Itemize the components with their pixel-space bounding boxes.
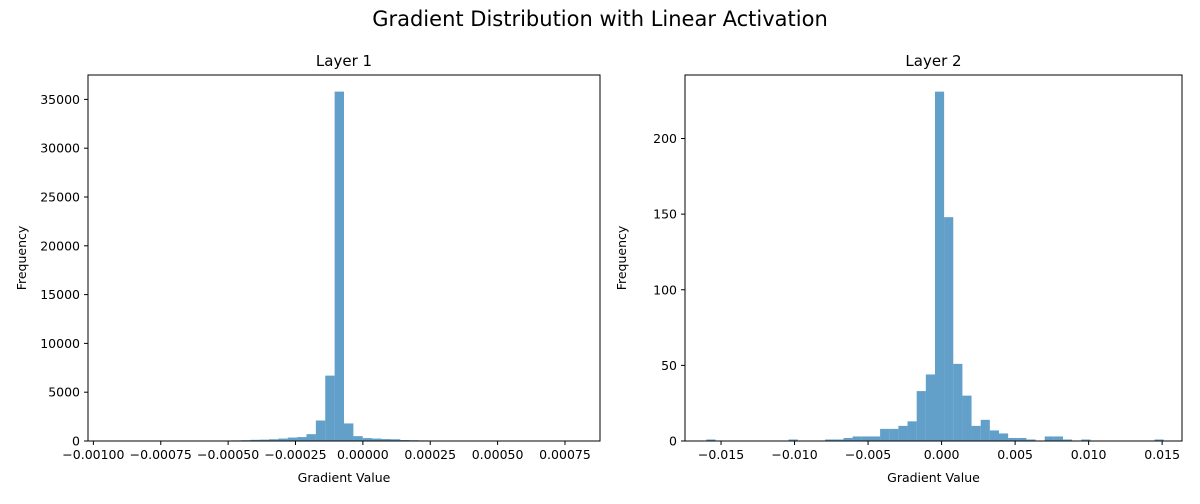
x-axis-label: Gradient Value — [298, 470, 391, 485]
y-tick-label: 150 — [653, 207, 677, 222]
x-tick-label: −0.00025 — [264, 447, 326, 462]
histogram-bar — [981, 420, 990, 441]
histogram-bar — [306, 434, 315, 441]
histogram-bar — [953, 364, 962, 441]
subplot-title: Layer 2 — [905, 52, 961, 70]
histogram-bar — [972, 426, 981, 441]
x-tick-label: 0.000 — [924, 447, 960, 462]
x-tick-label: 0.00050 — [472, 447, 524, 462]
x-axis: −0.015 −0.010 −0.005 0.000 0.005 0.010 0.015 — [698, 441, 1180, 462]
histogram-bar — [871, 436, 880, 441]
x-tick-label: 0.00075 — [539, 447, 591, 462]
x-tick-label: 0.00000 — [337, 447, 389, 462]
histogram-bar — [297, 437, 306, 441]
x-tick-label: 0.010 — [1071, 447, 1107, 462]
histogram-bar — [335, 92, 344, 441]
histogram-bar — [880, 429, 889, 441]
subplot-1: −0.00100 −0.00075 −0.00050 −0.00025 0.00000 0… — [14, 52, 600, 485]
histogram-bar — [999, 433, 1008, 441]
y-axis: 0 5000 10000 15000 20000 25000 30000 35000 — [40, 92, 88, 449]
x-tick-label: −0.010 — [771, 447, 817, 462]
histogram-bar — [325, 376, 334, 441]
y-tick-label: 30000 — [40, 141, 80, 156]
x-tick-label: 0.005 — [997, 447, 1033, 462]
subplot-title: Layer 1 — [316, 52, 372, 70]
y-tick-label: 10000 — [40, 336, 80, 351]
histogram-bar — [962, 396, 971, 441]
x-tick-label: −0.005 — [845, 447, 891, 462]
y-tick-label: 200 — [653, 131, 677, 146]
histogram-bar — [288, 438, 297, 441]
y-tick-label: 50 — [661, 358, 677, 373]
histogram-bar — [944, 217, 953, 441]
x-tick-label: −0.00100 — [62, 447, 124, 462]
histogram-bar — [862, 436, 871, 441]
histogram-bars — [706, 92, 1163, 441]
x-tick-label: −0.00075 — [130, 447, 192, 462]
histogram-bars — [110, 92, 579, 441]
histogram-bar — [935, 92, 944, 441]
y-tick-label: 20000 — [40, 238, 80, 253]
histogram-bar — [917, 391, 926, 441]
histogram-bar — [1045, 436, 1054, 441]
histogram-bar — [353, 436, 362, 441]
histogram-bar — [990, 430, 999, 441]
x-tick-label: −0.015 — [698, 447, 744, 462]
histogram-bar — [853, 436, 862, 441]
y-axis-label: Frequency — [14, 225, 29, 290]
y-tick-label: 35000 — [40, 92, 80, 107]
x-tick-label: −0.00050 — [197, 447, 259, 462]
histogram-bar — [1054, 436, 1063, 441]
histogram-bar — [926, 374, 935, 441]
histogram-bar — [898, 426, 907, 441]
histogram-bar — [908, 421, 917, 441]
histogram-bar — [889, 429, 898, 441]
histogram-bar — [344, 423, 353, 441]
y-tick-label: 100 — [653, 282, 677, 297]
figure-suptitle: Gradient Distribution with Linear Activa… — [372, 7, 828, 31]
y-tick-label: 0 — [72, 434, 80, 449]
y-tick-label: 25000 — [40, 190, 80, 205]
y-tick-label: 0 — [669, 434, 677, 449]
x-tick-label: 0.015 — [1144, 447, 1180, 462]
x-axis-label: Gradient Value — [887, 470, 980, 485]
histogram-bar — [316, 421, 325, 441]
y-axis: 0 50 100 150 200 — [653, 131, 685, 448]
y-tick-label: 15000 — [40, 287, 80, 302]
y-axis-label: Frequency — [614, 225, 629, 290]
x-tick-label: 0.00025 — [404, 447, 456, 462]
x-axis: −0.00100 −0.00075 −0.00050 −0.00025 0.00000 0… — [62, 441, 591, 462]
subplot-2: −0.015 −0.010 −0.005 0.000 0.005 0.010 0.015 0 5… — [614, 52, 1182, 485]
y-tick-label: 5000 — [48, 385, 80, 400]
